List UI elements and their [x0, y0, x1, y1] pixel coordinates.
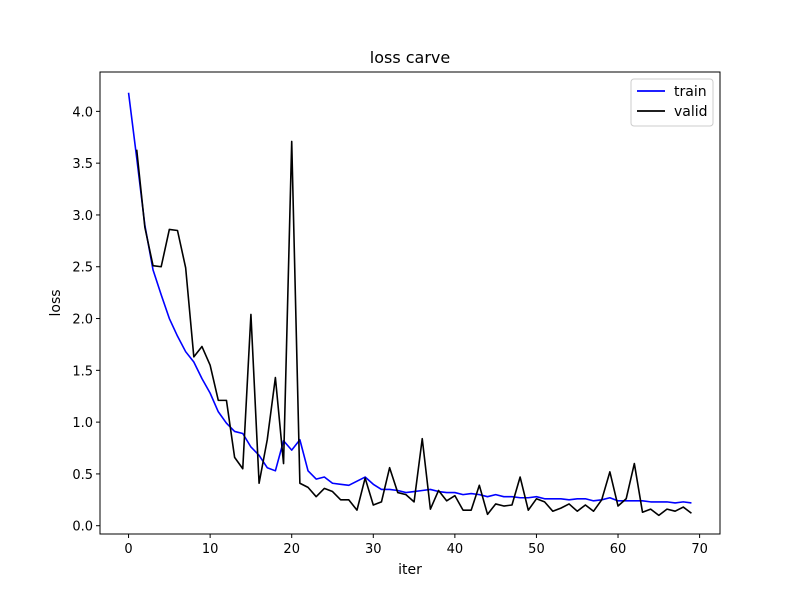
x-tick-label: 20: [283, 542, 300, 557]
y-axis: 0.0 0.5 1.0 1.5 2.0 2.5 3.0 3.5 4.0: [72, 105, 100, 535]
x-tick-label: 40: [447, 542, 464, 557]
y-tick-label: 1.5: [72, 364, 93, 379]
x-tick-label: 30: [365, 542, 382, 557]
y-tick-label: 2.5: [72, 261, 93, 276]
y-tick-label: 0.5: [72, 468, 93, 483]
y-tick-label: 0.0: [72, 520, 93, 535]
y-tick-label: 1.0: [72, 416, 93, 431]
legend-label-valid: valid: [674, 104, 708, 120]
y-tick-label: 4.0: [72, 105, 93, 120]
chart-title: loss carve: [370, 48, 450, 67]
series-layer: [127, 92, 692, 517]
y-tick-label: 3.5: [72, 157, 93, 172]
legend: train valid: [630, 78, 714, 127]
legend-label-train: train: [674, 84, 707, 100]
x-axis: 0 10 20 30 40 50 60 70: [124, 534, 708, 557]
x-tick-label: 70: [691, 542, 708, 557]
y-tick-label: 2.0: [72, 313, 93, 328]
x-tick-label: 60: [610, 542, 627, 557]
x-tick-label: 10: [202, 542, 219, 557]
series-line-valid: [135, 140, 692, 517]
series-line-train: [127, 92, 692, 504]
x-tick-label: 50: [528, 542, 545, 557]
y-axis-label: loss: [48, 289, 64, 316]
x-tick-label: 0: [124, 542, 132, 557]
plot-area-frame: [99, 71, 721, 535]
y-tick-label: 3.0: [72, 209, 93, 224]
x-axis-label: iter: [398, 562, 422, 578]
